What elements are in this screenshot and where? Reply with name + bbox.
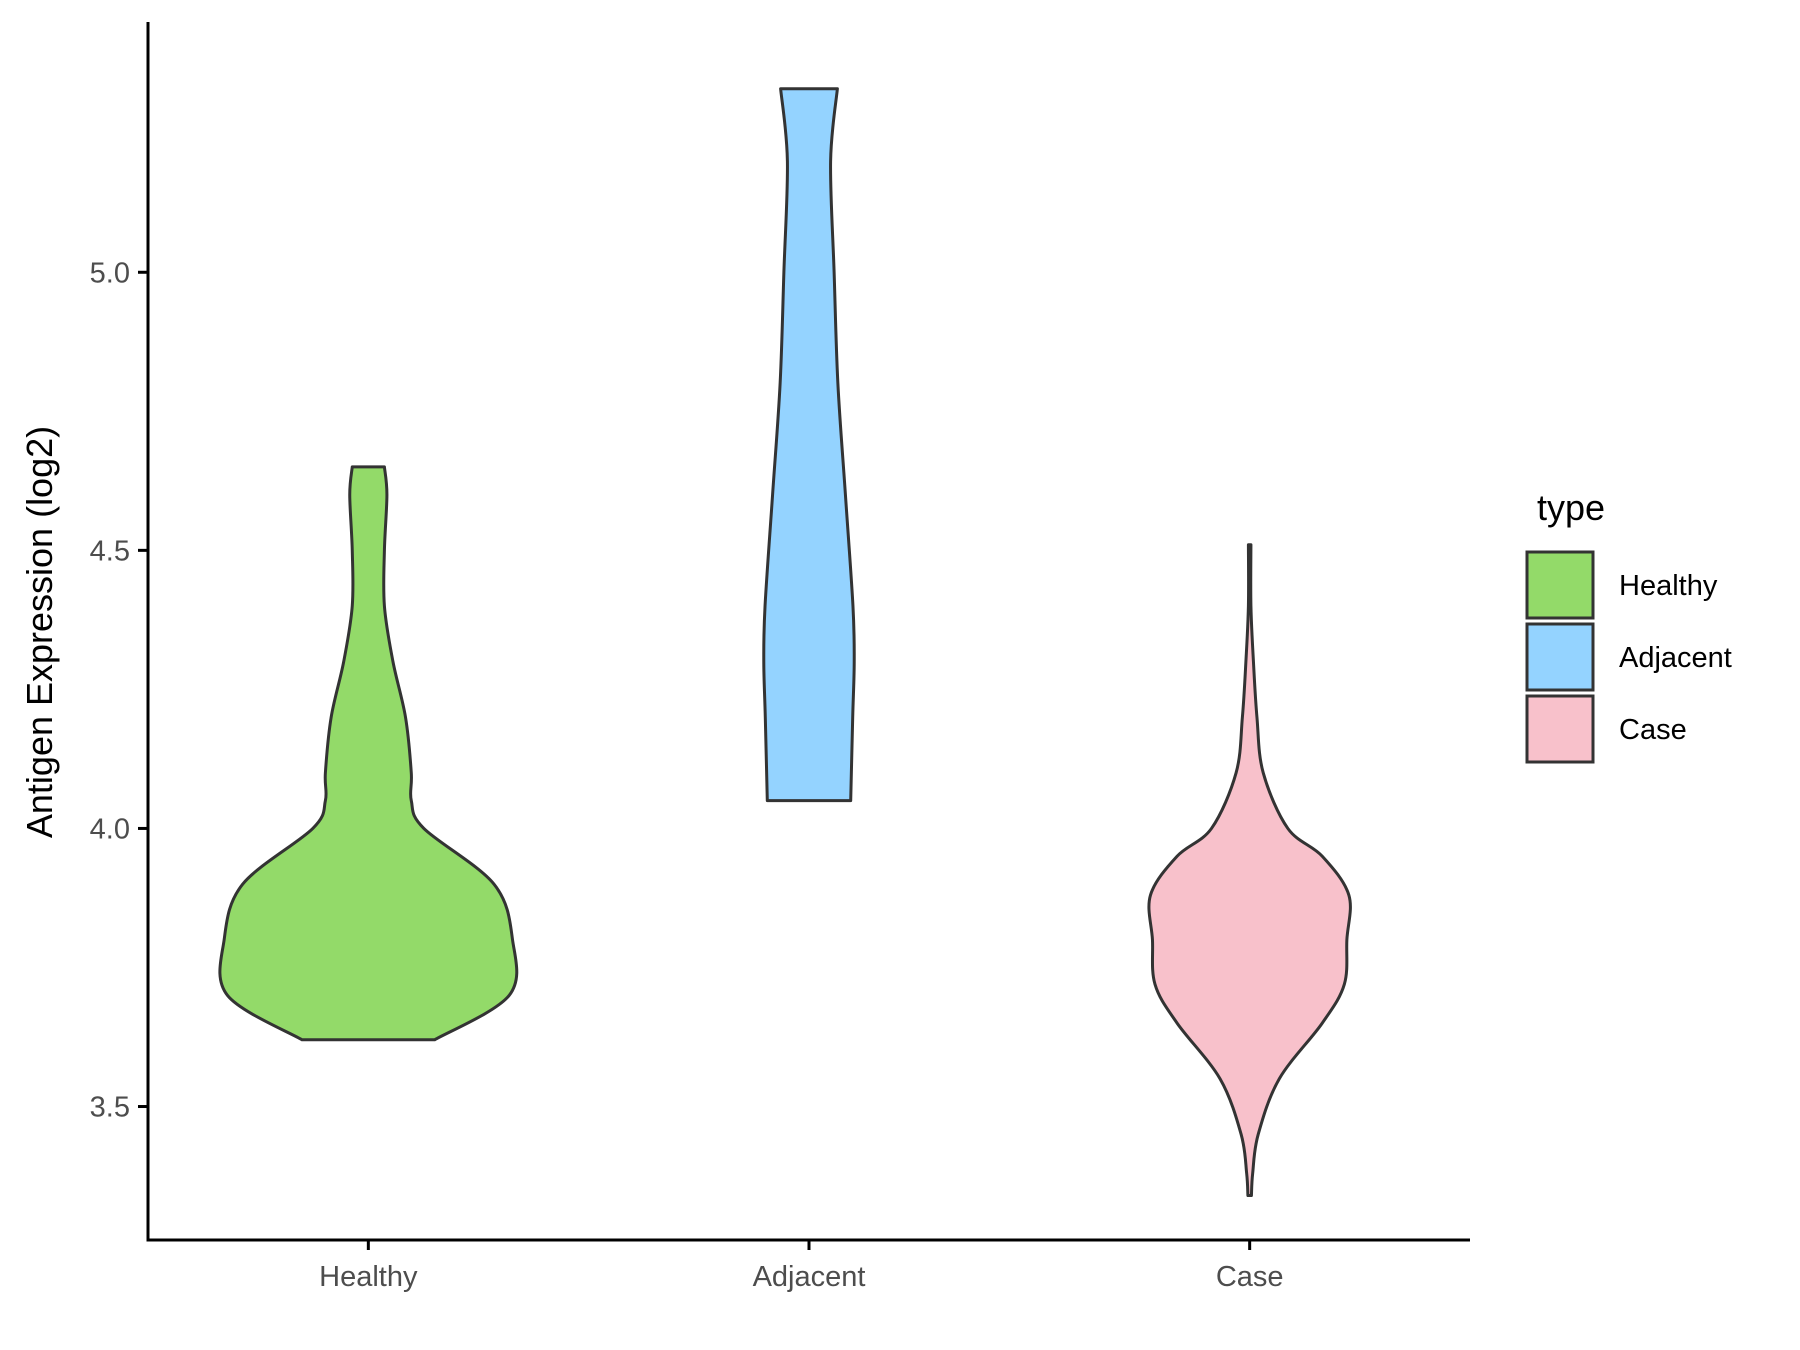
legend-key-adjacent [1525,622,1595,692]
y-tick-label: 5.0 [90,257,130,289]
y-tick-label: 4.0 [90,813,130,845]
legend-key-case [1525,694,1595,764]
violin-layer [218,87,1352,1198]
y-tick-label: 4.5 [90,535,130,567]
x-tick-label: Healthy [319,1261,418,1293]
x-axis-ticks: Healthy Adjacent Case [319,1240,1284,1293]
legend: type Healthy Adjacent Case [1525,487,1732,764]
legend-label: Adjacent [1619,642,1732,674]
legend-label: Healthy [1619,570,1718,602]
violin-case [1147,543,1352,1198]
x-tick-label: Case [1216,1261,1284,1293]
legend-title: type [1537,487,1605,528]
legend-label: Case [1619,714,1687,746]
y-axis-ticks: 3.5 4.0 4.5 5.0 [90,257,148,1124]
violin-adjacent [762,87,856,803]
legend-key-healthy [1525,550,1595,620]
y-tick-label: 3.5 [90,1092,130,1124]
violin-healthy [218,465,519,1042]
y-axis-title: Antigen Expression (log2) [19,426,60,838]
x-tick-label: Adjacent [753,1261,866,1293]
